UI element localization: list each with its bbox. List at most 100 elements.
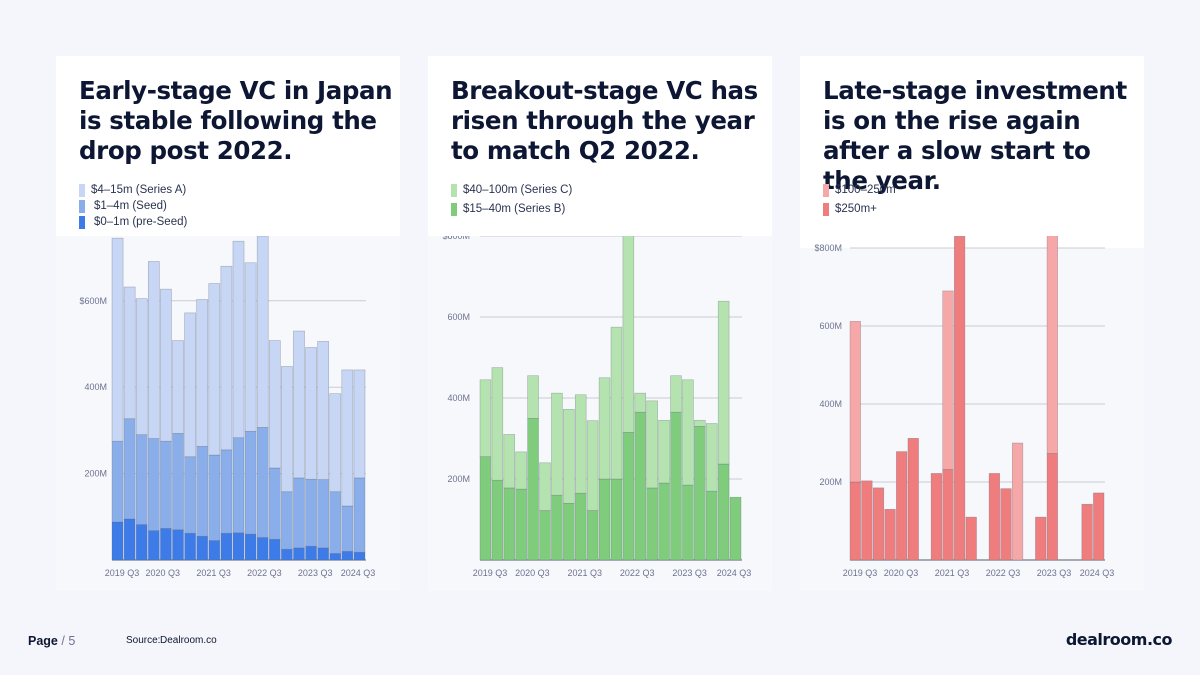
legend-label-100-250m: $100–250m [835, 184, 896, 196]
bar-segment [329, 491, 342, 554]
bar-segment [527, 375, 539, 419]
bar-segment [220, 532, 233, 561]
y-tick-label: 200M [84, 469, 107, 479]
page-separator: / [61, 634, 65, 648]
bar-segment [563, 502, 575, 561]
bar-segment [682, 379, 694, 486]
bar-segment [717, 300, 730, 465]
x-tick-label: 2020 Q3 [515, 568, 550, 578]
bar-segment [884, 508, 896, 561]
bar-segment [586, 510, 599, 561]
bar-segment [861, 480, 873, 561]
bar-segment [988, 473, 1000, 561]
bar-segment [705, 423, 718, 492]
bar-segment [329, 393, 342, 493]
bar-segment [111, 237, 124, 442]
bar-segment [208, 283, 221, 456]
bar-segment [849, 321, 861, 483]
source-value: Dealroom.co [160, 635, 217, 646]
bar-segment [111, 521, 124, 561]
bar-segment [491, 367, 504, 481]
breakout-stage-card: Breakout-stage VC has risen through the … [428, 56, 772, 591]
bar-segment [598, 478, 611, 561]
y-tick-label: $800M [442, 236, 470, 241]
bar-segment [268, 538, 281, 561]
bar-segment [293, 330, 305, 479]
x-tick-label: 2023 Q3 [672, 568, 707, 578]
legend-item-pre-seed: $0–1m (pre-Seed) [79, 214, 187, 230]
x-tick-label: 2023 Q3 [298, 568, 333, 578]
x-tick-label: 2020 Q3 [146, 568, 181, 578]
bar-segment [646, 400, 658, 489]
bar-segment [563, 409, 575, 504]
source-label: Source: [126, 635, 161, 646]
bar-segment [670, 375, 682, 413]
bar-segment [942, 469, 954, 561]
y-tick-label: $800M [814, 243, 842, 253]
y-tick-label: 200M [819, 477, 842, 487]
y-tick-label: 400M [84, 382, 107, 392]
legend-item-series-c: $40–100m (Series C) [451, 182, 572, 198]
legend-label-series-c: $40–100m (Series C) [463, 184, 573, 196]
bar-segment [849, 481, 861, 561]
bar-segment [634, 411, 647, 561]
x-tick-label: 2020 Q3 [884, 568, 919, 578]
bar-segment [317, 547, 330, 561]
bar-segment [965, 516, 977, 561]
legend-swatch-100-250m [823, 183, 829, 197]
bar-segment [551, 392, 563, 496]
bar-segment [954, 236, 966, 561]
early-stage-chart-svg: 200M 400M $600M 2019 Q3 2020 Q3 2021 Q3 2022 Q… [56, 236, 400, 591]
y-tick-label: 400M [819, 399, 842, 409]
early-stage-title: Early-stage VC in Japan is stable follow… [79, 76, 393, 165]
legend-label-seed: $1–4m (Seed) [94, 200, 167, 212]
bar-segment [135, 298, 148, 436]
bar-segment [160, 528, 172, 561]
legend-label-250m-plus: $250m+ [835, 203, 877, 215]
bar-segment [586, 420, 599, 511]
late-stage-title: Late-stage investment is on the rise aga… [823, 76, 1127, 195]
late-stage-chart: 200M 400M 600M $800M 2019 Q3 2020 Q3 2021 Q3 20… [800, 236, 1144, 591]
breakout-stage-legend: $40–100m (Series C) $15–40m (Series B) [451, 182, 572, 217]
bar-segment [1000, 488, 1012, 561]
y-tick-label: 600M [819, 321, 842, 331]
bar-segment [268, 340, 281, 469]
bar-segment [160, 440, 172, 529]
legend-item-series-a: $4–15m (Series A) [79, 182, 187, 198]
x-tick-label: 2021 Q3 [935, 568, 970, 578]
legend-item-series-b: $15–40m (Series B) [451, 201, 572, 217]
x-tick-label: 2024 Q3 [1080, 568, 1115, 578]
bar-segment [160, 288, 172, 442]
bar-segment [196, 299, 209, 447]
bar-segment [172, 340, 184, 434]
y-tick-label: 400M [447, 393, 470, 403]
bar-segment [329, 553, 342, 561]
bar-segment [1081, 503, 1093, 561]
bar-segment [244, 533, 257, 561]
bar-segment [610, 326, 623, 480]
bar-segment [172, 433, 184, 531]
late-stage-chart-svg: 200M 400M 600M $800M 2019 Q3 2020 Q3 2021 Q3 20… [800, 236, 1144, 591]
legend-swatch-pre-seed [79, 215, 85, 229]
bar-segment [634, 392, 647, 413]
legend-item-100-250m: $100–250m [823, 182, 896, 198]
bar-segment [232, 240, 245, 439]
bar-segment [135, 434, 148, 525]
bar-segment [147, 530, 160, 561]
page-number: 5 [68, 634, 76, 648]
bar-segment [341, 551, 354, 561]
bar-segment [305, 545, 317, 561]
x-tick-label: 2022 Q3 [620, 568, 655, 578]
bar-segment [1046, 453, 1058, 561]
breakout-stage-chart: 200M 400M 600M $800M 2019 Q3 2020 Q3 2021 Q3 20… [428, 236, 772, 591]
bar-segment [705, 490, 718, 561]
legend-item-seed: $1–4m (Seed) [79, 198, 187, 214]
bar-segment [479, 379, 492, 458]
bar-segment [670, 411, 682, 561]
x-tick-label: 2021 Q3 [568, 568, 603, 578]
y-tick-label: $600M [79, 296, 107, 306]
page-indicator: Page / 5 [28, 634, 75, 648]
breakout-stage-chart-svg: 200M 400M 600M $800M 2019 Q3 2020 Q3 2021 Q3 20… [428, 236, 772, 591]
footer: Page / 5 Source: Dealroom.co dealroom.co [0, 620, 1200, 675]
bar-segment [184, 456, 196, 534]
